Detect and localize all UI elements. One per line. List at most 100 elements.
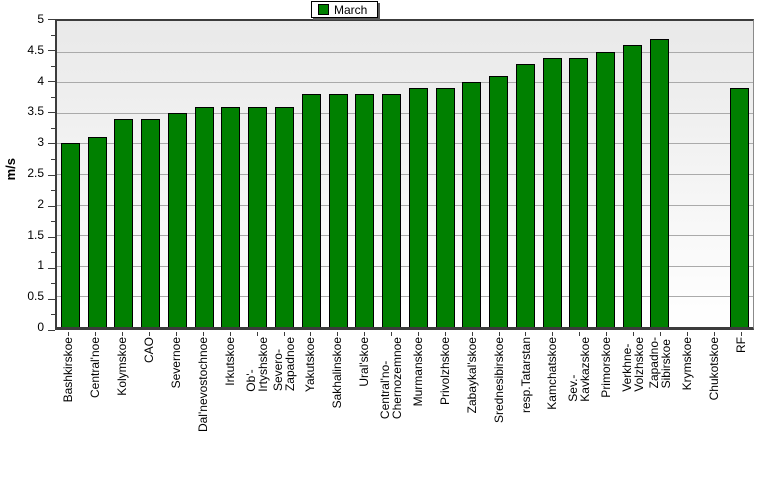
y-axis-tick-label: 1	[37, 258, 44, 273]
x-axis-tick	[337, 332, 339, 336]
x-axis-label: Chukotskoe	[706, 337, 721, 401]
x-axis-label: Kolymskoe	[115, 337, 130, 396]
y-axis-ticks	[47, 19, 55, 331]
x-axis-label: Irkutskoe	[222, 337, 237, 386]
bar-cell	[485, 21, 512, 327]
x-axis-label: Verkhne- Volzhskoe	[620, 337, 647, 392]
x-label-cell: Dal'nevostochnoe	[189, 337, 216, 479]
x-label-cell: RF	[727, 337, 754, 479]
bar-cell	[191, 21, 218, 327]
legend-color-swatch	[318, 4, 329, 15]
x-axis-label: Ob'- Irtyshskoe	[243, 337, 270, 392]
x-axis-tick	[364, 332, 366, 336]
y-axis-major-tick	[48, 267, 55, 269]
x-axis-tick	[256, 332, 258, 336]
bar-cell	[325, 21, 352, 327]
x-label-cell: Zabaykal'skoe	[458, 337, 485, 479]
x-axis-tick	[229, 332, 231, 336]
x-axis-label: Privolzhskoe	[437, 337, 452, 406]
x-label-cell: Severo- Zapadnoe	[270, 337, 297, 479]
bar-cell	[566, 21, 593, 327]
y-axis-major-tick	[48, 205, 55, 207]
gridline	[57, 112, 753, 114]
bar	[167, 112, 187, 327]
x-axis-label: Srednesibirskoe	[491, 337, 506, 424]
x-axis-label: Ural'skoe	[357, 337, 372, 387]
x-label-cell: Central'no- Chernozemnoe	[378, 337, 405, 479]
x-axis-ticks	[55, 330, 754, 337]
x-axis-tick	[175, 332, 177, 336]
x-label-cell: Srednesibirskoe	[485, 337, 512, 479]
x-label-cell: Yakutskoe	[297, 337, 324, 479]
x-axis-label: Sakhalinskoe	[330, 337, 345, 409]
bar	[328, 94, 348, 327]
bar-cell	[646, 21, 673, 327]
bar	[515, 63, 535, 327]
x-label-cell: Chukotskoe	[700, 337, 727, 479]
y-axis-tick-label: 1.5	[27, 227, 44, 242]
x-axis-tick	[95, 332, 97, 336]
bar-cell	[298, 21, 325, 327]
bar-cell	[432, 21, 459, 327]
x-axis-tick	[579, 332, 581, 336]
y-axis-minor-tick	[51, 283, 55, 285]
x-axis-labels: Bashkirskoe Central'noe Kolymskoe CAO Severn…	[55, 337, 754, 479]
bar-cell	[84, 21, 111, 327]
bar	[489, 76, 509, 327]
bar	[435, 88, 455, 327]
x-label-cell: Primorskoe	[593, 337, 620, 479]
bar	[275, 106, 294, 327]
x-axis-label: RF	[733, 337, 748, 353]
x-axis-label: Dal'nevostochnoe	[195, 337, 210, 433]
bar-cell	[458, 21, 485, 327]
y-axis-minor-tick	[51, 221, 55, 223]
x-axis-tick	[686, 332, 688, 336]
x-axis-tick	[122, 332, 124, 336]
x-axis-label: Krymskoe	[679, 337, 694, 391]
x-axis-label: Central'no- Chernozemnoe	[378, 337, 405, 420]
x-axis-tick	[740, 332, 742, 336]
x-axis-label: Sev.- Kavkazskoe	[566, 337, 593, 402]
y-axis-major-tick	[48, 330, 55, 331]
gridline	[57, 51, 753, 53]
x-axis-tick	[713, 332, 715, 336]
x-label-cell: Central'noe	[82, 337, 109, 479]
x-axis-label: Zabaykal'skoe	[464, 337, 479, 414]
x-axis-tick	[417, 332, 419, 336]
x-label-cell: Verkhne- Volzhskoe	[620, 337, 647, 479]
x-axis-tick	[471, 332, 473, 336]
x-axis-label: CAO	[142, 337, 157, 364]
chart-legend: March	[311, 1, 379, 18]
x-axis-label: Severo- Zapadnoe	[270, 337, 297, 392]
bar-cell	[351, 21, 378, 327]
x-axis-label: Yakutskoe	[303, 337, 318, 393]
x-axis-tick	[202, 332, 204, 336]
y-axis-tick-label: 3	[37, 135, 44, 150]
y-axis-minor-tick	[51, 96, 55, 98]
y-axis-tick-label: 2	[37, 196, 44, 211]
bar-cell	[405, 21, 432, 327]
bar	[141, 118, 161, 327]
bar	[622, 45, 642, 327]
bar	[382, 94, 402, 327]
x-axis-tick	[149, 332, 151, 336]
bar	[87, 137, 107, 327]
bar	[569, 57, 589, 327]
gridline	[57, 82, 753, 84]
x-axis-tick	[633, 332, 635, 336]
x-axis-label: Bashkirskoe	[61, 337, 76, 403]
x-axis-label: Central'noe	[88, 337, 103, 398]
x-label-cell: Ob'- Irtyshskoe	[243, 337, 270, 479]
gridline	[57, 204, 753, 206]
x-axis-tick	[444, 332, 446, 336]
y-axis-labels: 5 4.5 4 3.5 3 2.5 2 1.5 1 0.5 0	[0, 13, 44, 333]
gridline	[57, 143, 753, 145]
x-axis-tick	[552, 332, 554, 336]
bar	[542, 57, 562, 327]
x-label-cell: Zapadno- Sibirskoe	[647, 337, 674, 479]
bar-cell	[244, 21, 271, 327]
y-axis-major-tick	[48, 174, 55, 176]
bar	[248, 106, 268, 327]
y-axis-major-tick	[48, 50, 55, 52]
bar	[60, 143, 80, 327]
